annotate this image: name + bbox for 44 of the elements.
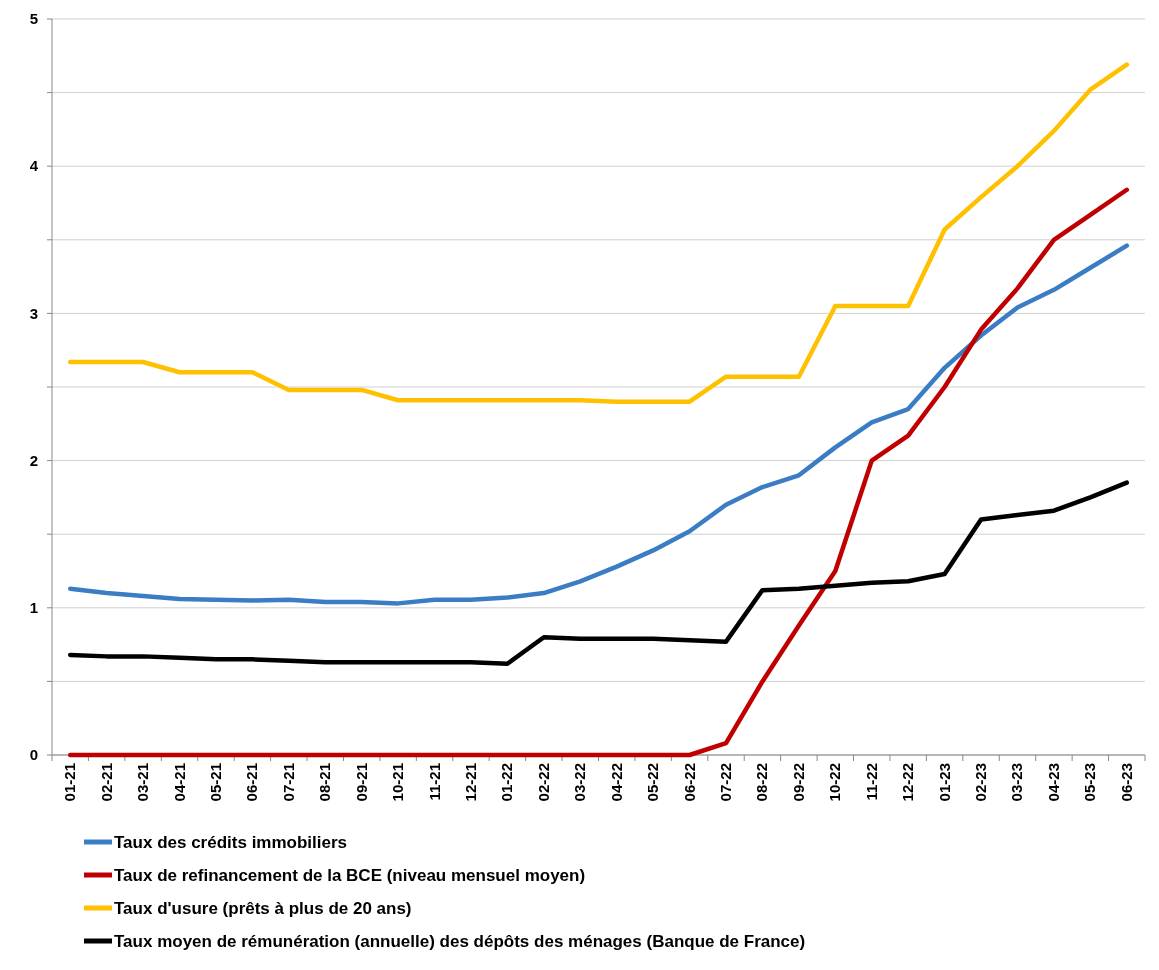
y-tick-label: 1	[29, 599, 38, 617]
x-tick-label: 01-21	[61, 763, 79, 802]
x-tick-label: 07-21	[279, 763, 297, 802]
y-tick-label: 5	[29, 10, 38, 28]
x-tick-label: 08-21	[316, 763, 334, 802]
x-tick-label: 08-22	[753, 763, 771, 802]
legend-label: Taux des crédits immobiliers	[114, 832, 348, 852]
x-tick-label: 04-21	[170, 763, 188, 802]
y-tick-label: 4	[29, 157, 39, 175]
legend-label: Taux moyen de rémunération (annuelle) des dépôts des ménages (Banque de France)	[114, 931, 806, 951]
x-tick-label: 10-22	[826, 763, 844, 802]
x-tick-label: 07-22	[717, 763, 735, 802]
x-tick-label: 02-23	[972, 763, 990, 802]
x-tick-label: 10-21	[389, 763, 407, 802]
legend-label: Taux de refinancement de la BCE (niveau mensuel moyen)	[114, 865, 586, 885]
x-tick-label: 02-21	[97, 763, 115, 802]
x-tick-label: 03-23	[1008, 763, 1026, 802]
x-tick-label: 06-23	[1117, 763, 1135, 802]
line-series	[67, 187, 1130, 758]
x-tick-label: 06-22	[680, 763, 698, 802]
x-tick-label: 05-21	[206, 763, 224, 802]
y-tick-label: 2	[29, 451, 38, 469]
x-tick-label: 12-21	[461, 763, 479, 802]
x-tick-label: 01-23	[935, 763, 953, 802]
x-tick-label: 09-21	[352, 763, 370, 802]
x-tick-label: 11-22	[862, 763, 880, 801]
y-tick-label: 0	[29, 746, 38, 764]
line-series	[67, 243, 1130, 606]
y-tick-label: 3	[29, 304, 38, 322]
x-tick-label: 09-22	[789, 763, 807, 802]
x-tick-label: 11-21	[425, 763, 443, 801]
x-tick-label: 03-21	[134, 763, 152, 802]
x-tick-label: 03-22	[571, 763, 589, 802]
line-series	[67, 62, 1130, 404]
line-series	[67, 480, 1130, 666]
x-tick-label: 04-23	[1044, 763, 1062, 802]
x-tick-label: 01-22	[498, 763, 516, 802]
x-tick-label: 02-22	[534, 763, 552, 802]
x-tick-label: 12-22	[899, 763, 917, 802]
legend-label: Taux d'usure (prêts à plus de 20 ans)	[114, 898, 412, 918]
x-tick-label: 04-22	[607, 763, 625, 802]
x-tick-label: 06-21	[243, 763, 261, 802]
x-tick-label: 05-23	[1081, 763, 1099, 802]
x-tick-label: 05-22	[644, 763, 662, 802]
